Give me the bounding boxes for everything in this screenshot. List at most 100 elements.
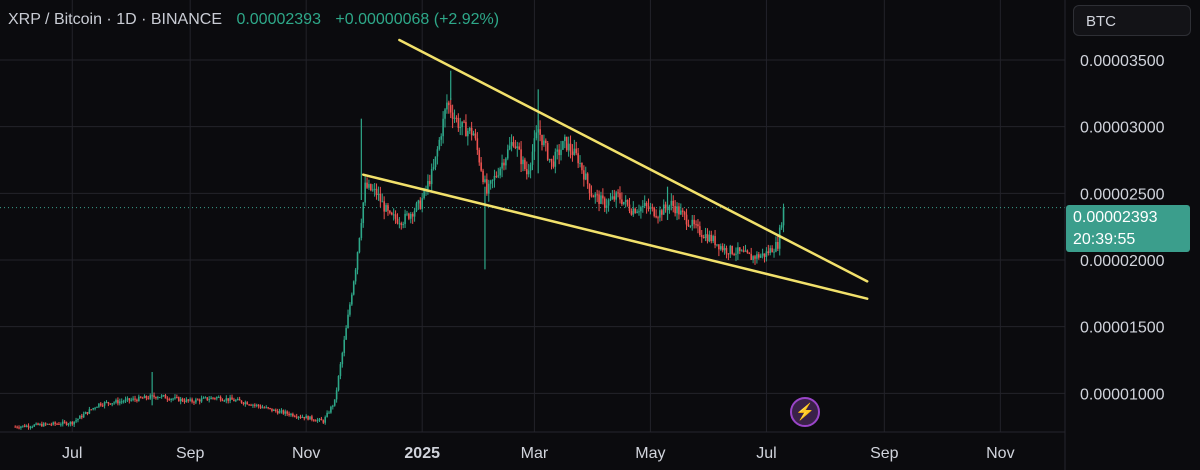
candle-body — [421, 198, 423, 209]
candle-body — [512, 142, 515, 147]
candle-body — [438, 139, 441, 150]
candle-body — [590, 193, 593, 197]
candle-body — [461, 121, 463, 128]
candle-body — [174, 397, 176, 399]
candle-body — [758, 254, 760, 258]
candle-body — [478, 149, 481, 163]
y-tick-label: 0.00003500 — [1080, 53, 1165, 70]
candle-body — [44, 423, 47, 425]
candle-body — [725, 247, 728, 254]
candle-body — [611, 196, 614, 199]
candle-body — [119, 401, 121, 404]
candle-body — [463, 121, 465, 123]
candle-body — [622, 201, 625, 204]
candle-body — [550, 158, 553, 162]
candle-body — [740, 250, 743, 252]
candle-body — [520, 149, 522, 165]
candle-body — [406, 213, 408, 215]
candle-body — [649, 207, 652, 209]
candle-body — [759, 255, 762, 258]
candle-body — [396, 218, 399, 224]
candle-body — [567, 143, 570, 151]
candle-body — [316, 419, 319, 422]
candle-body — [290, 413, 292, 416]
candle-body — [423, 189, 425, 199]
price-axis[interactable]: 0.00003500 0.00003000 0.00002500 0.00002000… — [1080, 53, 1165, 403]
symbol-header[interactable]: XRP / Bitcoin · 1D · BINANCE 0.00002393 … — [8, 11, 499, 29]
candle-body — [581, 163, 583, 171]
candle-body — [267, 407, 269, 409]
candle-body — [752, 256, 754, 260]
candle-body — [303, 416, 306, 419]
candle-body — [198, 399, 201, 402]
candle-body — [615, 192, 617, 200]
candle-body — [782, 207, 785, 226]
candle-body — [293, 416, 296, 418]
candle-body — [71, 421, 74, 425]
candle-body — [278, 411, 281, 414]
currency-button[interactable]: BTC — [1073, 5, 1191, 36]
candle-body — [92, 408, 94, 410]
candle-body — [33, 424, 36, 427]
candle-body — [661, 210, 663, 215]
candle-body — [82, 414, 85, 418]
candle-body — [524, 159, 526, 170]
candle-body — [613, 196, 616, 200]
candle-body — [65, 422, 68, 425]
candle-body — [16, 426, 18, 428]
candle-body — [738, 247, 741, 251]
candle-body — [389, 210, 391, 213]
candle-body — [166, 398, 169, 400]
candle-body — [390, 212, 393, 215]
candle-body — [683, 212, 686, 215]
candle-body — [191, 399, 193, 402]
candle-body — [113, 402, 115, 404]
candle-body — [141, 397, 144, 399]
candle-body — [602, 195, 604, 199]
candle-body — [392, 214, 395, 216]
candle-body — [442, 118, 444, 137]
candle-body — [61, 421, 64, 425]
candle-body — [101, 405, 104, 407]
candle-body — [235, 400, 237, 402]
candle-body — [482, 170, 484, 182]
candle-body — [413, 210, 416, 217]
candle-body — [558, 149, 560, 156]
trendline-upper[interactable] — [398, 38, 869, 283]
candle-body — [564, 136, 566, 142]
candle-body — [143, 395, 146, 399]
candlesticks — [14, 70, 785, 430]
candle-body — [246, 402, 249, 405]
candle-body — [510, 142, 513, 146]
candle-body — [42, 423, 45, 427]
candle-body — [636, 211, 638, 213]
candle-body — [337, 375, 340, 391]
candle-body — [645, 202, 648, 206]
candle-body — [153, 395, 155, 397]
trendline-lower[interactable] — [361, 173, 869, 300]
x-tick-label: Mar — [521, 445, 549, 462]
candle-body — [459, 127, 462, 129]
candle-body — [404, 213, 406, 225]
candle-body — [699, 226, 701, 236]
candle-body — [486, 179, 488, 194]
lightning-icon[interactable]: ⚡ — [790, 397, 820, 427]
candle-body — [533, 138, 536, 152]
candle-body — [254, 404, 256, 406]
candle-body — [763, 253, 766, 257]
candle-body — [41, 423, 43, 427]
symbol-title[interactable]: XRP / Bitcoin · 1D · BINANCE — [8, 11, 222, 28]
candle-body — [134, 398, 136, 400]
trendlines[interactable] — [361, 38, 869, 300]
candle-body — [73, 421, 75, 425]
candle-body — [472, 133, 475, 136]
candle-body — [39, 423, 41, 425]
candle-body — [583, 170, 585, 180]
candle-body — [634, 208, 636, 213]
candle-body — [655, 216, 657, 218]
candle-body — [94, 407, 96, 409]
candle-body — [375, 188, 378, 196]
time-axis[interactable]: Jul Sep Nov 2025 Mar May Jul Sep Nov — [62, 445, 1015, 462]
candle-body — [200, 398, 203, 402]
